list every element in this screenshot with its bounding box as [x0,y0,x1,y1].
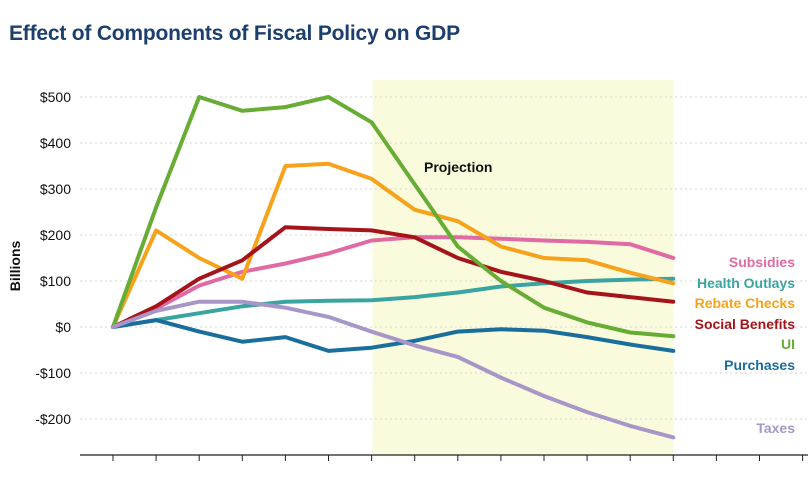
y-axis-label: Billions [7,241,23,292]
series-label-ui: UI [781,336,795,352]
series-label-health-outlays: Health Outlays [697,275,795,291]
series-line-purchases [111,318,676,353]
y-tick-label: $500 [40,89,71,105]
series-line-rebate-checks [111,161,676,329]
y-tick-label: -$200 [35,411,71,427]
series-line-subsidies [111,235,676,329]
y-tick-label: $200 [40,227,71,243]
series-line-social-benefits [111,225,676,329]
series-label-rebate-checks: Rebate Checks [695,295,796,311]
y-tick-label: $0 [55,319,71,335]
series-line-ui [111,95,676,339]
chart-title: Effect of Components of Fiscal Policy on… [9,22,460,45]
y-tick-label: $100 [40,273,71,289]
series-label-purchases: Purchases [724,357,795,373]
series-label-social-benefits: Social Benefits [695,316,796,332]
series-label-taxes: Taxes [756,420,795,436]
y-tick-label: $300 [40,181,71,197]
projection-region [372,80,674,455]
projection-label: Projection [424,159,492,175]
y-tick-label: $400 [40,135,71,151]
series-line-taxes [111,299,676,440]
series-line-health-outlays [111,276,676,329]
y-tick-label: -$100 [35,365,71,381]
series-label-subsidies: Subsidies [729,254,795,270]
